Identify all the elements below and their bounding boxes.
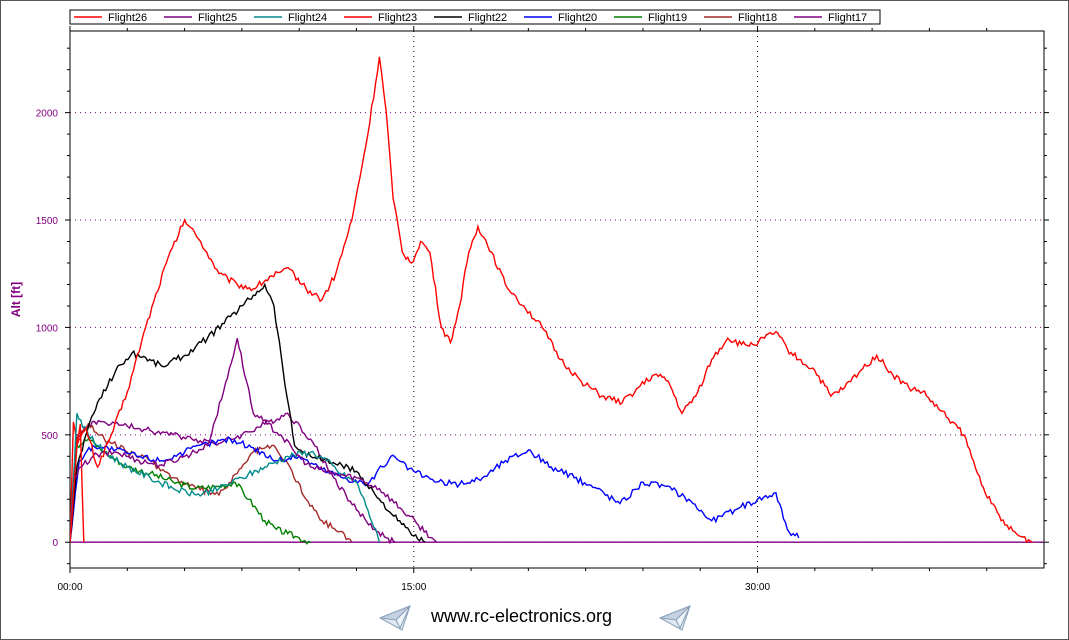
plot-area [69, 30, 1045, 569]
legend-label: Flight26 [108, 12, 147, 24]
x-tick-label: 15:00 [401, 582, 426, 593]
y-tick-label: 0 [52, 538, 58, 549]
legend-label: Flight24 [288, 12, 327, 24]
y-tick-label: 500 [41, 431, 58, 442]
series-line-flight22 [70, 282, 426, 543]
legend-label: Flight19 [648, 12, 687, 24]
legend-label: Flight20 [558, 12, 597, 24]
paper-plane-icon [378, 604, 412, 632]
x-tick-label: 30:00 [745, 582, 770, 593]
series-line-flight19 [70, 438, 311, 545]
y-axis-label: Alt [ft] [9, 282, 23, 317]
x-tick-label: 00:00 [57, 582, 82, 593]
series-line-flight20 [70, 436, 800, 543]
series-line-flight25 [70, 338, 438, 543]
paper-plane-icon [658, 604, 692, 632]
series-line-flight24 [70, 413, 381, 543]
website-link[interactable]: www.rc-electronics.org [431, 606, 613, 626]
y-tick-label: 1500 [36, 216, 59, 227]
y-tick-label: 1000 [36, 323, 59, 334]
y-tick-label: 2000 [36, 109, 59, 120]
legend-label: Flight22 [468, 12, 507, 24]
legend-label: Flight23 [378, 12, 417, 24]
legend-label: Flight17 [828, 12, 867, 24]
legend [69, 9, 881, 25]
series-line-flight26 [70, 56, 1033, 544]
legend-label: Flight18 [738, 12, 777, 24]
series-line-flight17 [70, 412, 396, 545]
legend-label: Flight25 [198, 12, 237, 24]
footer: www.rc-electronics.org [0, 598, 1069, 638]
